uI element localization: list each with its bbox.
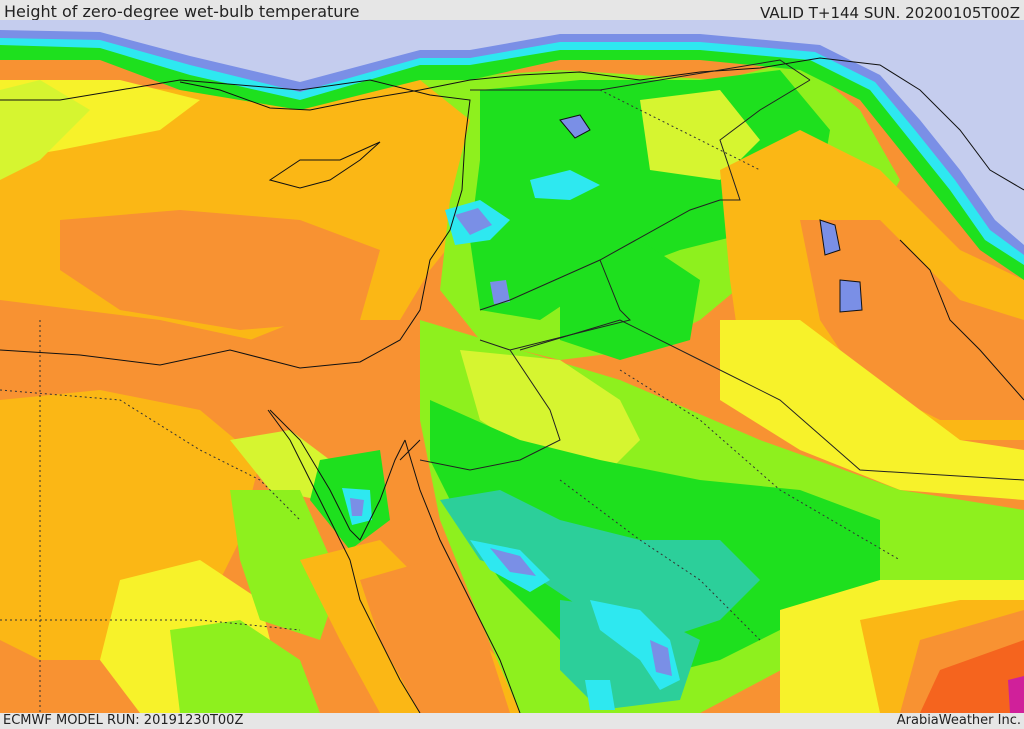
border-saudi-jordan bbox=[419, 349, 561, 471]
valid-time: VALID T+144 SUN. 20200105T00Z bbox=[760, 4, 1020, 22]
coast-redsea-east bbox=[404, 439, 521, 713]
coastlines bbox=[0, 57, 1024, 713]
field-magenta-se bbox=[1008, 676, 1024, 713]
lake-assad bbox=[559, 114, 591, 139]
field-teal-arabia bbox=[440, 490, 760, 640]
field-green-iraq bbox=[560, 240, 700, 360]
field-cyan-syria bbox=[530, 170, 600, 200]
footer-bar: ECMWF MODEL RUN: 20191230T00Z ArabiaWeat… bbox=[0, 713, 1024, 729]
admin-sudan bbox=[0, 619, 301, 631]
field-blue-lebanon bbox=[455, 208, 492, 235]
admin-egypt bbox=[0, 389, 301, 521]
header-bar: Height of zero-degree wet-bulb temperatu… bbox=[0, 0, 1024, 22]
coast-gulf-suez bbox=[269, 409, 406, 541]
border-syria-turkey bbox=[470, 59, 811, 91]
model-run: ECMWF MODEL RUN: 20191230T00Z bbox=[3, 713, 244, 728]
field-yellowgreen-syria bbox=[640, 90, 760, 180]
weather-map[interactable] bbox=[0, 20, 1024, 713]
coast-mediterranean bbox=[0, 79, 471, 369]
field-lightgreen-redsea bbox=[230, 490, 340, 640]
field-redorange-se bbox=[920, 640, 1024, 713]
field-yellowgreen-arabia bbox=[460, 350, 640, 480]
field-cyan-yemen bbox=[585, 680, 615, 710]
lakes bbox=[559, 114, 863, 313]
coast-aqaba bbox=[399, 439, 421, 461]
coast-cyprus bbox=[268, 141, 381, 189]
coast-north bbox=[179, 57, 1024, 191]
admin-saudi-1 bbox=[619, 369, 901, 561]
credit: ArabiaWeather Inc. bbox=[896, 713, 1021, 728]
border-iraq-iran bbox=[719, 79, 811, 201]
field-orange-west-mid bbox=[60, 210, 380, 330]
field-blue-north-coast bbox=[0, 20, 1024, 255]
field-blue-asir bbox=[650, 640, 672, 676]
field-blue-hijaz bbox=[490, 548, 536, 576]
lake-tharthar bbox=[819, 219, 841, 256]
field-blue-sinai bbox=[350, 498, 364, 516]
field-cyan-north-coast bbox=[0, 20, 1024, 265]
border-iraq-saudi bbox=[519, 319, 1024, 481]
coast-gulf bbox=[899, 239, 1024, 401]
field-orange-redsea bbox=[360, 560, 510, 713]
coast-redsea-west bbox=[267, 409, 421, 713]
field-lightgreen-sw bbox=[170, 620, 320, 713]
field-yellow-east bbox=[720, 320, 1024, 500]
lake-habbaniyah bbox=[839, 279, 863, 313]
field-yellowgreen-west bbox=[0, 80, 90, 180]
field-sea-north bbox=[0, 20, 1024, 245]
borders bbox=[419, 59, 1024, 481]
map-canvas bbox=[0, 20, 1024, 713]
admin-borders bbox=[0, 89, 901, 713]
field-blue-hermon bbox=[490, 280, 510, 304]
admin-saudi-2 bbox=[559, 479, 761, 641]
border-jordan bbox=[479, 259, 631, 351]
map-title: Height of zero-degree wet-bulb temperatu… bbox=[4, 2, 360, 21]
